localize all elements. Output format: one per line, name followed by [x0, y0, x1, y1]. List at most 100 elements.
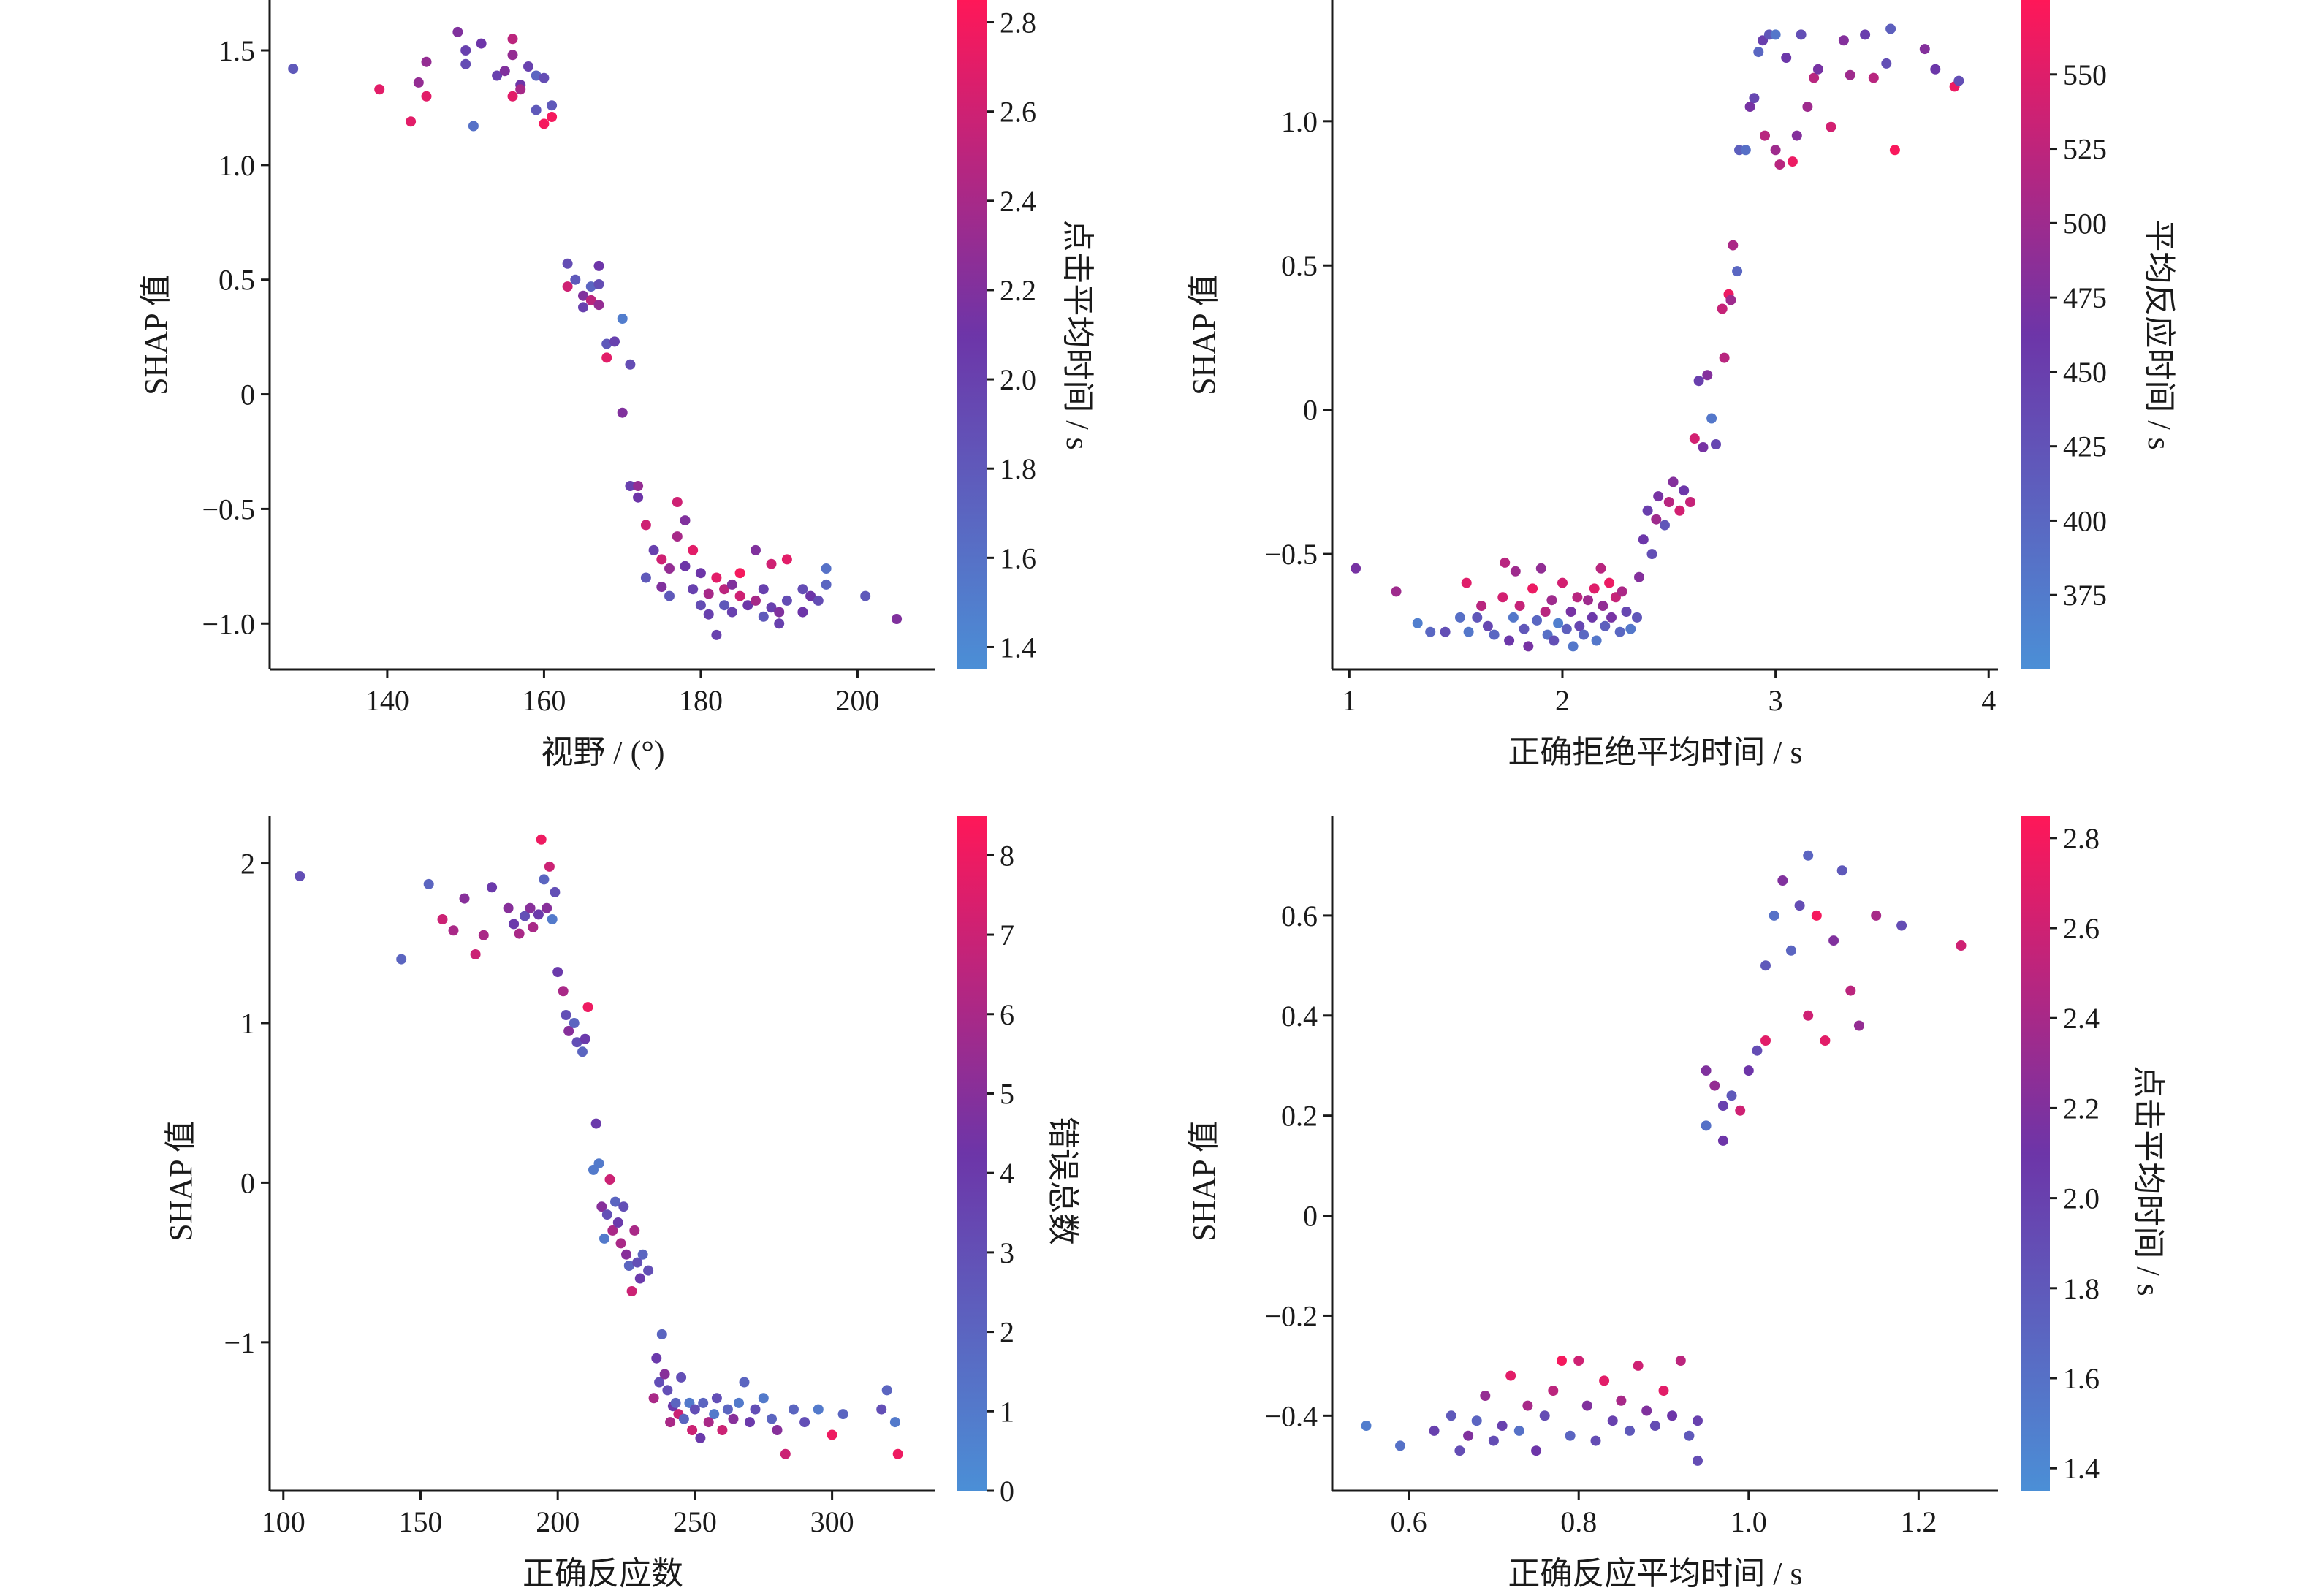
- scatter-point: [507, 50, 518, 61]
- scatter-point: [593, 279, 604, 289]
- scatter-point: [288, 64, 299, 75]
- scatter-point: [1454, 1445, 1465, 1456]
- scatter-point: [1598, 601, 1608, 612]
- scatter-point: [507, 34, 518, 45]
- colorbar-tick-label: 0: [1000, 1475, 1014, 1508]
- scatter-point: [1693, 376, 1704, 387]
- scatter-point: [1625, 1425, 1635, 1436]
- scatter-point: [577, 1046, 588, 1057]
- y-tick-label: 0.2: [1281, 1100, 1318, 1133]
- scatter-point: [1510, 566, 1521, 577]
- scatter-point: [460, 45, 471, 56]
- scatter-point: [1711, 439, 1721, 449]
- x-tick-label: 200: [835, 684, 879, 717]
- scatter-point: [695, 1432, 706, 1443]
- scatter-point: [1532, 615, 1542, 626]
- scatter-points: [288, 26, 903, 640]
- scatter-point: [1489, 629, 1500, 640]
- colorbar-label: 点击平均时间 / s: [2130, 1065, 2166, 1296]
- y-axis-label: SHAP 值: [163, 1120, 199, 1242]
- colorbar-tick-label: 1.8: [2063, 1272, 2100, 1305]
- scatter-point: [1889, 145, 1900, 156]
- scatter-point: [1871, 910, 1882, 921]
- scatter-point: [612, 1217, 623, 1228]
- scatter-point: [520, 911, 531, 922]
- scatter-point: [774, 618, 785, 629]
- scatter-point: [767, 1413, 777, 1424]
- scatter-point: [578, 290, 588, 301]
- x-tick-label: 140: [365, 684, 409, 717]
- scatter-point: [1641, 1405, 1652, 1416]
- scatter-point: [1508, 612, 1519, 623]
- scatter-point: [1701, 1120, 1712, 1131]
- scatter-point: [1709, 1080, 1720, 1091]
- scatter-point: [1546, 595, 1557, 606]
- scatter-point: [728, 1413, 739, 1424]
- scatter-point: [1638, 534, 1649, 545]
- scatter-point: [751, 595, 761, 606]
- scatter-point: [1476, 601, 1487, 612]
- scatter-point: [1565, 1430, 1576, 1441]
- x-tick-label: 300: [810, 1505, 854, 1538]
- scatter-point: [1693, 1416, 1703, 1426]
- scatter-point: [1752, 1045, 1763, 1056]
- scatter-point: [539, 874, 550, 885]
- scatter-point: [599, 1233, 609, 1244]
- scatter-point: [617, 407, 628, 418]
- scatter-point: [1633, 1360, 1644, 1371]
- colorbar-tick-label: 375: [2063, 579, 2107, 612]
- scatter-point: [547, 112, 558, 122]
- colorbar-tick-label: 2.6: [2063, 912, 2100, 945]
- colorbar-tick-label: 475: [2063, 281, 2107, 314]
- scatter-point: [1497, 1421, 1508, 1431]
- scatter-point: [1881, 58, 1892, 69]
- colorbar-tick-label: 2.4: [1000, 185, 1036, 218]
- y-tick-label: 1.0: [1281, 105, 1318, 138]
- scatter-point: [596, 1201, 607, 1212]
- scatter-point: [509, 919, 520, 930]
- colorbar-label: 平均反应时间 / s: [2141, 219, 2177, 449]
- scatter-point: [1632, 612, 1642, 623]
- scatter-point: [781, 595, 792, 606]
- scatter-point: [656, 582, 667, 593]
- scatter-point: [1811, 910, 1822, 921]
- scatter-point: [1802, 102, 1813, 113]
- scatter-point: [452, 26, 463, 37]
- scatter-point: [1770, 29, 1781, 40]
- scatter-point: [1735, 1105, 1746, 1116]
- scatter-point: [601, 338, 612, 349]
- scatter-point: [1589, 583, 1600, 594]
- colorbar-tick-label: 525: [2063, 133, 2107, 166]
- scatter-point: [1539, 1410, 1550, 1421]
- scatter-point: [665, 1417, 676, 1428]
- scatter-point: [476, 38, 487, 49]
- scatter-point: [1726, 1090, 1737, 1101]
- colorbar-tick-label: 2.6: [1000, 96, 1036, 129]
- x-tick-label: 100: [262, 1505, 305, 1538]
- scatter-point: [750, 1404, 761, 1415]
- scatter-point: [1461, 577, 1472, 588]
- scatter-point: [528, 922, 539, 932]
- scatter-point: [1796, 29, 1807, 40]
- colorbar-tick-label: 8: [1000, 839, 1014, 872]
- scatter-point: [711, 572, 722, 583]
- scatter-point: [1781, 53, 1792, 63]
- scatter-point: [1753, 47, 1764, 58]
- scatter-point: [672, 531, 683, 542]
- scatter-point: [1581, 1400, 1592, 1411]
- y-tick-label: 0: [1303, 1200, 1318, 1233]
- colorbar-tick-label: 425: [2063, 430, 2107, 463]
- colorbar-tick-label: 550: [2063, 58, 2107, 91]
- scatter-point: [1679, 485, 1690, 496]
- scatter-point: [625, 481, 636, 491]
- scatter-point: [514, 928, 525, 939]
- scatter-points: [1361, 850, 1967, 1466]
- scatter-point: [1604, 577, 1615, 588]
- scatter-point: [1395, 1440, 1405, 1451]
- colorbar-ticks: 1.4 1.6 1.8 2.0 2.2 2.4 2.6 2.8: [2050, 822, 2100, 1485]
- scatter-point: [539, 72, 550, 83]
- y-tick-label: 1.5: [219, 34, 255, 67]
- scatter-point: [1853, 1020, 1864, 1031]
- scatter-point: [578, 302, 588, 313]
